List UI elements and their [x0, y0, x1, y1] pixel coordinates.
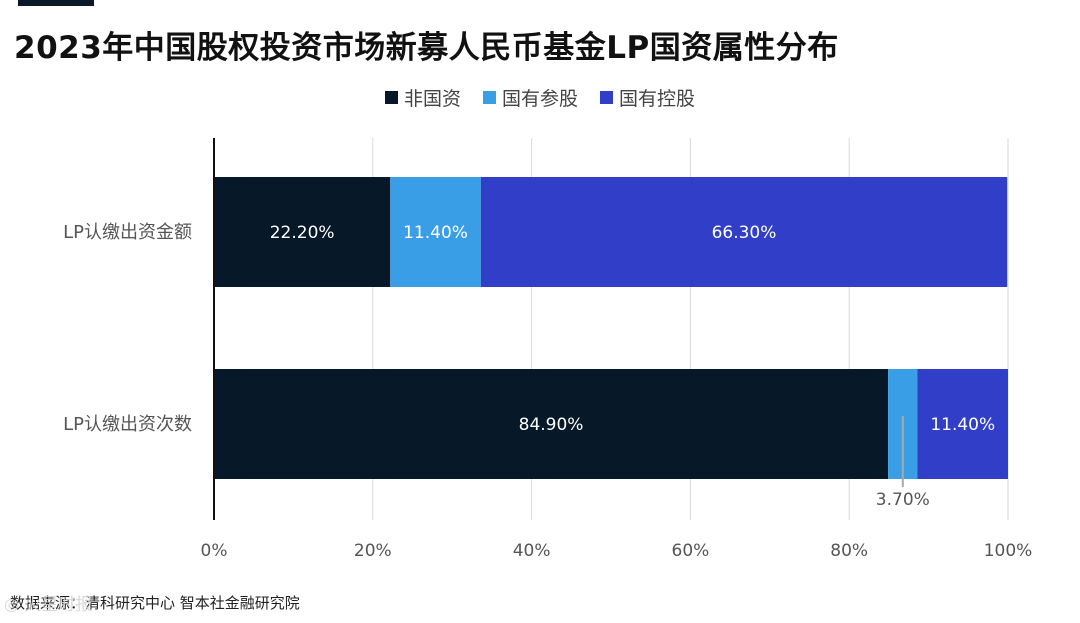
x-tick-label: 100%	[984, 541, 1033, 561]
x-tick-label: 20%	[354, 541, 392, 561]
data-label: 11.40%	[403, 223, 468, 243]
bar-segment	[480, 177, 1008, 287]
bar-segment	[917, 369, 1008, 479]
legend-item-state-controlled: 国有控股	[600, 84, 695, 111]
data-label: 11.40%	[930, 415, 995, 435]
data-label: 22.20%	[270, 223, 335, 243]
legend-label: 国有控股	[619, 88, 696, 110]
data-label: 66.30%	[712, 223, 777, 243]
legend-label: 国有参股	[501, 88, 578, 110]
data-label: 84.90%	[519, 415, 584, 435]
x-tick-label: 40%	[513, 541, 551, 561]
bar-segment	[214, 369, 889, 479]
legend-label: 非国资	[403, 88, 461, 110]
legend-swatch	[384, 91, 398, 104]
legend: 非国资 国有参股 国有控股	[0, 84, 1080, 111]
x-tick-label: 60%	[672, 541, 710, 561]
watermark: ◎ 火星时报	[4, 595, 93, 615]
legend-swatch	[482, 91, 496, 104]
legend-swatch	[600, 91, 613, 104]
legend-item-non-state: 非国资	[384, 84, 461, 111]
data-label: 3.70%	[876, 490, 930, 510]
legend-item-state-participated: 国有参股	[482, 84, 578, 111]
category-label: LP认缴出资金额	[63, 222, 192, 243]
chart-title: 2023年中国股权投资市场新募人民币基金LP国资属性分布	[14, 30, 839, 66]
x-tick-label: 80%	[830, 541, 868, 561]
bar-segment	[390, 177, 481, 287]
data-source-note: 数据来源：清科研究中心 智本社金融研究院	[10, 594, 300, 612]
category-label: LP认缴出资次数	[63, 414, 192, 435]
top-accent-bar	[18, 0, 94, 6]
x-tick-label: 0%	[201, 541, 228, 561]
bar-segment	[214, 177, 391, 287]
